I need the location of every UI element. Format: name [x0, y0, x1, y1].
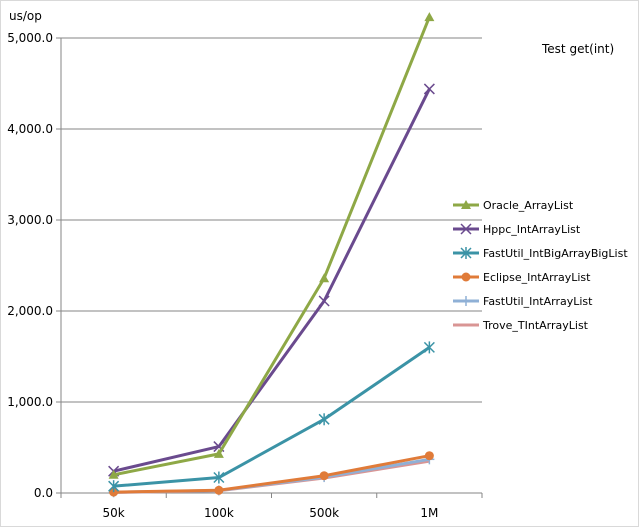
marker-stroke: [318, 295, 330, 307]
data-point: [108, 469, 119, 479]
legend-entry: Trove_TIntArrayList: [453, 319, 589, 332]
series-eclipse-intarraylist: [109, 451, 434, 497]
legend-label: Hppc_IntArrayList: [483, 223, 581, 236]
legend-marker: [461, 200, 471, 209]
data-point: [424, 12, 435, 22]
data-point: [213, 471, 225, 484]
data-point: [423, 83, 435, 95]
marker-stroke: [423, 83, 435, 95]
x-tick-label: 500k: [309, 506, 339, 520]
y-tick-label: 3,000.0: [7, 213, 53, 227]
legend-marker: [460, 223, 472, 235]
series-hppc-intarraylist: [108, 83, 435, 477]
legend-marker: [461, 296, 471, 306]
x-tick-label: 1M: [420, 506, 438, 520]
legend-label: Oracle_ArrayList: [483, 199, 574, 212]
x-tick-label: 100k: [204, 506, 234, 520]
legend-marker: [460, 247, 472, 259]
legend-entry: FastUtil_IntArrayList: [453, 295, 593, 308]
data-point: [319, 471, 329, 481]
data-point: [423, 341, 435, 354]
gridlines: [61, 37, 482, 403]
data-point: [213, 448, 224, 458]
series-line: [113, 346, 431, 488]
data-point: [424, 451, 434, 461]
series-line: [113, 16, 431, 477]
chart-title: Test get(int): [541, 42, 614, 56]
data-point: [108, 480, 120, 493]
series-line: [113, 88, 431, 473]
data-point: [214, 485, 224, 495]
x-tick-label: 50k: [103, 506, 125, 520]
y-tick-label: 1,000.0: [7, 395, 53, 409]
legend-entry: FastUtil_IntBigArrayBigList: [453, 247, 628, 260]
y-tick-label: 5,000.0: [7, 31, 53, 45]
legend-entry: Eclipse_IntArrayList: [453, 271, 591, 284]
y-tick-label: 2,000.0: [7, 304, 53, 318]
data-point: [318, 295, 330, 307]
series-line: [113, 454, 430, 494]
data-point: [318, 413, 330, 426]
legend-label: FastUtil_IntArrayList: [483, 295, 593, 308]
y-tick-label: 0.0: [34, 486, 53, 500]
legend: Oracle_ArrayList Hppc_IntArrayList FastUti…: [453, 199, 628, 332]
legend-label: FastUtil_IntBigArrayBigList: [483, 247, 628, 260]
legend-marker: [461, 272, 471, 282]
y-tick-label: 4,000.0: [7, 122, 53, 136]
legend-entry: Hppc_IntArrayList: [453, 223, 581, 236]
series-fastutil-intbigarraybiglist: [108, 341, 435, 493]
y-axis-label: us/op: [9, 9, 42, 23]
axes: 0.0 1,000.0 2,000.0 3,000.0 4,000.0 5,000.0 50…: [7, 31, 483, 520]
data-point: [319, 273, 330, 283]
series-lines: [108, 12, 435, 498]
series-oracle-arraylist: [108, 12, 435, 479]
legend-label: Trove_TIntArrayList: [482, 319, 589, 332]
marker-stroke: [213, 441, 225, 453]
legend-label: Eclipse_IntArrayList: [483, 271, 591, 284]
marker-stroke: [460, 223, 472, 235]
legend-entry: Oracle_ArrayList: [453, 199, 574, 212]
